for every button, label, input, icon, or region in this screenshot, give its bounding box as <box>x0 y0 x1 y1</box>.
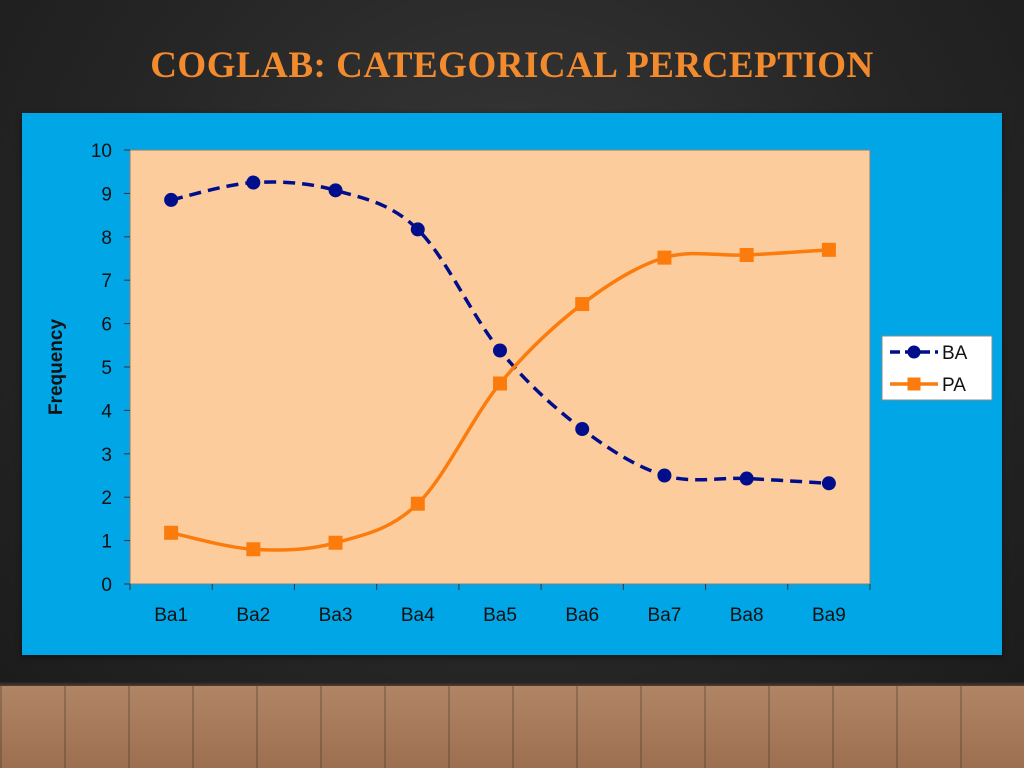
legend-ba-label: BA <box>942 343 968 364</box>
legend-box <box>881 335 993 401</box>
chart-panel: 0 1 2 3 4 5 6 7 8 9 10 Ba1 Ba2 Ba3 Ba4 Ba5 Ba6 Ba7 Ba8 Ba9 F… <box>22 113 1002 655</box>
x-tick-label: Ba3 <box>319 605 353 626</box>
x-tick-label: Ba6 <box>565 605 599 626</box>
y-axis-title: Frequency <box>46 319 67 416</box>
series-ba-point-ba1 <box>164 192 179 207</box>
y-tick-label: 7 <box>101 271 112 292</box>
series-pa-point-ba5 <box>493 376 507 391</box>
series-pa-point-ba7 <box>657 250 672 265</box>
x-tick-label: Ba7 <box>648 605 682 626</box>
x-tick-label: Ba5 <box>483 605 517 626</box>
series-ba-point-ba8 <box>739 471 754 486</box>
y-tick-label: 5 <box>101 358 112 379</box>
y-tick-label: 6 <box>101 315 112 336</box>
series-ba-point-ba7 <box>657 468 672 483</box>
series-pa-point-ba2 <box>246 542 261 557</box>
y-tick-label: 9 <box>101 184 112 205</box>
y-tick-label: 3 <box>101 445 112 466</box>
series-pa-point-ba1 <box>164 525 179 540</box>
x-tick-label: Ba8 <box>730 605 764 626</box>
y-tick-label: 10 <box>91 141 112 162</box>
series-pa-point-ba9 <box>821 242 836 257</box>
stage-floor-edge <box>0 682 1024 688</box>
series-pa-point-ba8 <box>739 248 754 263</box>
wood-floor-background <box>0 686 1024 768</box>
y-tick-label: 1 <box>101 532 112 553</box>
series-pa-point-ba3 <box>328 535 343 550</box>
x-tick-label: Ba2 <box>236 605 270 626</box>
series-ba-point-ba4 <box>410 222 425 237</box>
y-tick-label: 2 <box>101 488 112 509</box>
series-ba-point-ba3 <box>328 183 343 198</box>
x-tick-label: Ba4 <box>401 605 435 626</box>
series-ba-point-ba6 <box>575 422 590 437</box>
series-ba-point-ba9 <box>821 476 836 491</box>
legend-pa-marker <box>907 377 921 391</box>
series-ba-point-ba2 <box>246 175 261 190</box>
series-pa-point-ba4 <box>410 496 425 511</box>
line-chart: 0 1 2 3 4 5 6 7 8 9 10 Ba1 Ba2 Ba3 Ba4 Ba5 Ba6 Ba7 Ba8 Ba9 F… <box>46 141 993 626</box>
plot-area <box>129 149 871 585</box>
slide-title: COGLAB: CATEGORICAL PERCEPTION <box>150 45 874 86</box>
x-tick-label: Ba9 <box>812 605 846 626</box>
legend-pa-label: PA <box>942 375 966 396</box>
y-tick-label: 4 <box>101 401 112 422</box>
y-tick-label: 8 <box>101 228 112 249</box>
x-tick-label: Ba1 <box>154 605 188 626</box>
legend-ba-marker <box>907 345 921 359</box>
series-ba-point-ba5 <box>493 343 507 358</box>
series-pa-point-ba6 <box>575 297 590 312</box>
y-tick-label: 0 <box>101 575 112 596</box>
